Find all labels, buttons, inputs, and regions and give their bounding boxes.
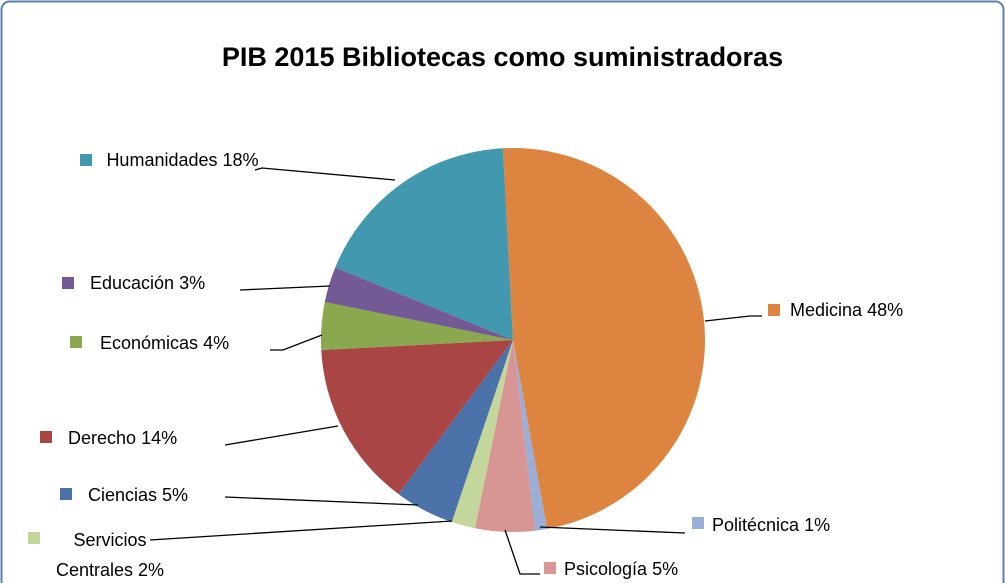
value-label: 4% <box>203 333 230 353</box>
value-label: 5% <box>162 485 189 505</box>
data-label: Psicología 5% <box>564 554 678 584</box>
leader-line <box>224 496 419 506</box>
pie-slice <box>451 340 513 529</box>
pie-slice <box>398 340 513 522</box>
data-label: Educación 3% <box>90 268 205 298</box>
value-label: 48% <box>867 300 904 320</box>
leader-line <box>239 285 331 291</box>
data-label: Servicios Centrales 2% <box>40 525 180 585</box>
data-label: Medicina 48% <box>790 295 903 325</box>
value-label: 1% <box>804 515 831 535</box>
category-label: Politécnica <box>712 515 800 535</box>
pie-slice <box>320 302 513 351</box>
pie-slice <box>321 340 513 495</box>
data-label: Ciencias 5% <box>88 480 188 510</box>
pie-slice <box>335 148 513 340</box>
value-label: 14% <box>141 428 178 448</box>
category-label: Medicina <box>790 300 863 320</box>
legend-marker <box>692 517 704 529</box>
pie-slice <box>324 267 513 340</box>
chart-title: PIB 2015 Bibliotecas como suministradora… <box>221 42 784 72</box>
leader-line <box>270 334 323 351</box>
leader-line <box>504 529 540 575</box>
legend-marker <box>40 431 52 443</box>
legend-marker <box>28 532 40 544</box>
legend-marker <box>70 336 82 348</box>
category-label: Humanidades <box>106 150 218 170</box>
data-label: Derecho 14% <box>68 423 177 453</box>
category-label: Psicología <box>564 559 648 579</box>
legend-marker <box>544 562 556 574</box>
legend-marker <box>60 488 72 500</box>
value-label: 2% <box>138 560 165 580</box>
value-label: 5% <box>652 559 679 579</box>
pie-slice <box>502 147 706 529</box>
pie-slice <box>513 340 548 531</box>
data-label: Humanidades 18% <box>100 145 265 175</box>
value-label: 3% <box>179 273 206 293</box>
legend-marker <box>768 304 780 316</box>
legend-marker <box>62 277 74 289</box>
category-label: Derecho <box>68 428 137 448</box>
data-label: Politécnica 1% <box>712 510 830 540</box>
data-label: Económicas 4% <box>100 328 229 358</box>
leader-line <box>704 315 762 322</box>
category-label: Servicios Centrales <box>55 530 147 580</box>
leader-line <box>224 425 339 446</box>
leader-line <box>149 520 453 541</box>
legend-marker <box>80 154 92 166</box>
leader-line <box>539 526 686 534</box>
category-label: Ciencias <box>88 485 158 505</box>
category-label: Económicas <box>100 333 199 353</box>
leader-line <box>254 167 396 181</box>
pie-slice <box>475 340 536 532</box>
value-label: 18% <box>222 150 259 170</box>
category-label: Educación <box>90 273 175 293</box>
